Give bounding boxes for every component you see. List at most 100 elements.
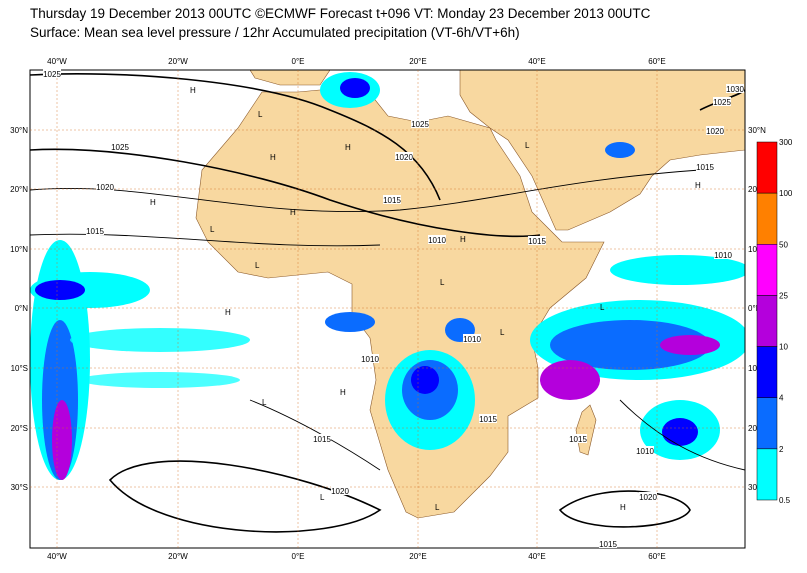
- pressure-center: L: [258, 110, 263, 119]
- colorbar-label: 4: [779, 394, 784, 403]
- colorbar-label: 300: [779, 138, 793, 147]
- isobar-label: 1015: [479, 415, 497, 424]
- isobar-label: 1025: [111, 143, 129, 152]
- pressure-center: L: [525, 141, 530, 150]
- pressure-center: L: [500, 328, 505, 337]
- isobar-label: 1015: [313, 435, 331, 444]
- colorbar-label: 2: [779, 445, 784, 454]
- lat-label: 10°S: [11, 364, 28, 373]
- isobar-label-bg: [395, 152, 413, 161]
- isobar-label-bg: [528, 236, 546, 245]
- isobar-label-bg: [96, 182, 114, 191]
- pressure-center: H: [190, 86, 196, 95]
- colorbar-label: 10: [779, 343, 788, 352]
- lat-label: 20°S: [748, 424, 765, 433]
- colorbar-segment: [756, 448, 778, 501]
- isobar-label: 1015: [599, 540, 617, 549]
- pressure-center: H: [345, 143, 351, 152]
- isobar-label: 1015: [696, 163, 714, 172]
- precipitation: [30, 72, 745, 480]
- pressure-center: H: [290, 208, 296, 217]
- subtitle: Surface: Mean sea level pressure / 12hr …: [30, 25, 520, 40]
- isobar-label-bg: [463, 334, 481, 343]
- lon-label: 20°W: [168, 552, 188, 561]
- pressure-center: H: [620, 503, 626, 512]
- isobar-label: 1010: [714, 251, 732, 260]
- pressure-center: L: [320, 493, 325, 502]
- isobar-label: 1015: [383, 196, 401, 205]
- isobar-label-bg: [714, 250, 732, 259]
- isobar-label: 1010: [428, 236, 446, 245]
- isobar-label: 1015: [569, 435, 587, 444]
- isobar-label-bg: [569, 434, 587, 443]
- pressure-center: H: [270, 153, 276, 162]
- pressure-center: H: [340, 388, 346, 397]
- lat-label: 10°N: [10, 245, 28, 254]
- lon-label: 60°E: [648, 552, 665, 561]
- isobar-label-bg: [639, 492, 657, 501]
- isobar-label-bg: [111, 142, 129, 151]
- isobar-label: 1020: [639, 493, 657, 502]
- isobar-label: 1020: [331, 487, 349, 496]
- pressure-center: H: [460, 235, 466, 244]
- lat-label: 0°N: [15, 304, 29, 313]
- isobar-label-bg: [713, 97, 731, 106]
- lat-label: 10°S: [748, 364, 765, 373]
- isobar-label: 1015: [86, 227, 104, 236]
- isobar-label: 1025: [43, 70, 61, 79]
- isobar-label: 1025: [713, 98, 731, 107]
- lat-label: 30°N: [10, 126, 28, 135]
- isobar-label-bg: [43, 69, 61, 78]
- colorbar-label: 50: [779, 240, 788, 249]
- isobar-label-bg: [411, 119, 429, 128]
- isobar-label-bg: [361, 354, 379, 363]
- colorbar-segment: [756, 192, 778, 245]
- isobar-label-bg: [636, 446, 654, 455]
- isobar-label: 1030: [726, 85, 744, 94]
- colorbar-segment: [756, 295, 778, 347]
- isobar-label-bg: [313, 434, 331, 443]
- colorbar-label: 0.5: [779, 496, 791, 505]
- lon-label: 0°E: [292, 57, 305, 66]
- lat-label: 20°N: [10, 185, 28, 194]
- pressure-center: L: [255, 261, 260, 270]
- isobar-label: 1010: [463, 335, 481, 344]
- pressure-center: L: [435, 503, 440, 512]
- colorbar-segment: [756, 244, 778, 296]
- lon-label: 40°E: [528, 57, 545, 66]
- pressure-center: H: [695, 181, 701, 190]
- isobar-label-bg: [696, 162, 714, 171]
- lon-label: 0°E: [292, 552, 305, 561]
- lon-label: 20°E: [409, 552, 426, 561]
- isobar-label-bg: [599, 539, 617, 548]
- pressure-center: L: [210, 225, 215, 234]
- lat-label: 30°N: [748, 126, 766, 135]
- lat-label: 30: [748, 483, 757, 492]
- isobar-label-bg: [86, 226, 104, 235]
- isobar-label: 1015: [528, 237, 546, 246]
- pressure-center: H: [225, 308, 231, 317]
- colorbar-segment: [756, 397, 778, 450]
- isobar-label-bg: [479, 414, 497, 423]
- colorbar-label: 25: [779, 291, 788, 300]
- lat-label: 30°S: [11, 483, 28, 492]
- lon-label: 40°W: [47, 57, 67, 66]
- lon-label: 40°E: [528, 552, 545, 561]
- frame: [29, 69, 746, 549]
- colorbar-segment: [756, 346, 778, 398]
- isobar-label-bg: [331, 486, 349, 495]
- pressure-center: L: [262, 398, 267, 407]
- lat-label: 20: [748, 185, 757, 194]
- colorbar-segment: [756, 141, 778, 194]
- lon-label: 40°W: [47, 552, 67, 561]
- isobar-label-bg: [428, 235, 446, 244]
- lat-label: 0°N: [748, 304, 762, 313]
- pressure-center: H: [150, 198, 156, 207]
- isobar-label-bg: [383, 195, 401, 204]
- pressure-center: L: [440, 278, 445, 287]
- isobar-label: 1010: [361, 355, 379, 364]
- lon-label: 20°E: [409, 57, 426, 66]
- pressure-center: L: [600, 303, 605, 312]
